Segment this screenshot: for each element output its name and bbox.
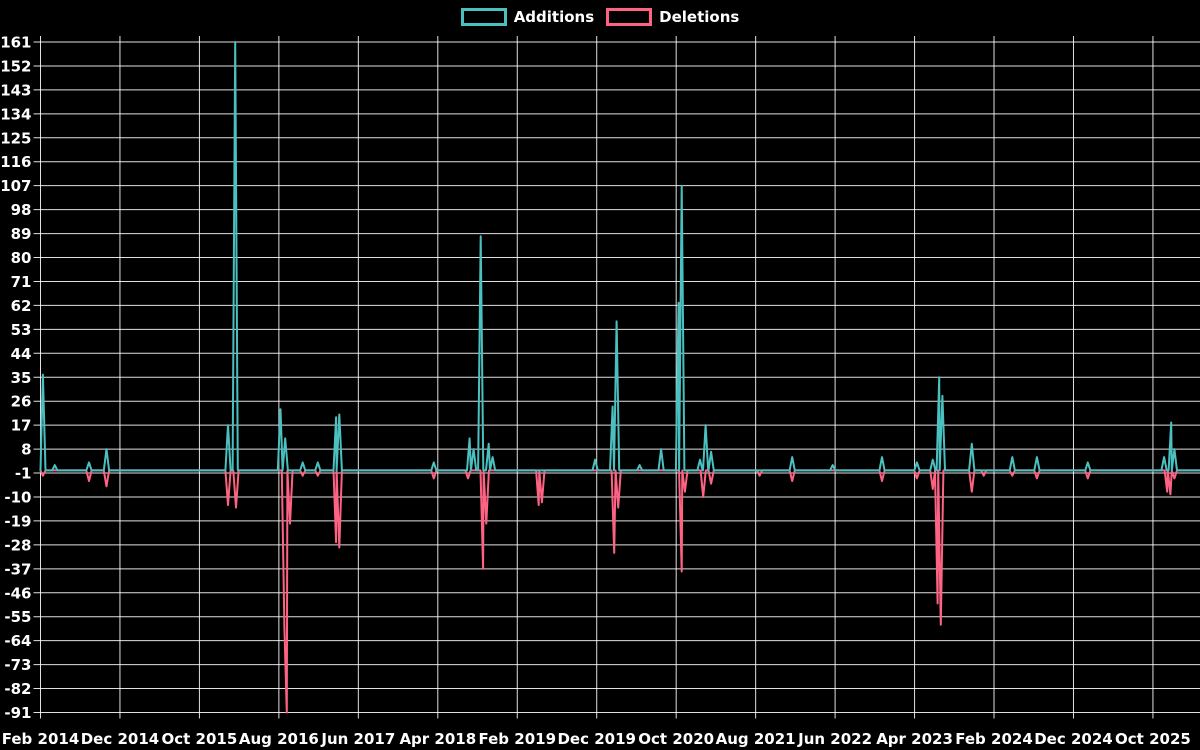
- x-tick-label: Jun 2022: [797, 730, 872, 748]
- y-tick-label: -91: [4, 704, 31, 722]
- deletions-swatch-icon: [606, 8, 653, 26]
- y-tick-label: -37: [4, 560, 31, 578]
- y-tick-label: 89: [11, 225, 32, 243]
- x-tick-label: Oct 2015: [162, 730, 238, 748]
- y-tick-label: 71: [11, 273, 32, 291]
- x-tick-label: Aug 2021: [716, 730, 796, 748]
- legend-item-deletions[interactable]: Deletions: [606, 8, 739, 26]
- x-tick-label: Feb 2019: [478, 730, 556, 748]
- y-tick-label: 134: [0, 105, 31, 123]
- additions-swatch-icon: [460, 8, 507, 26]
- series-line-deletions: [39, 469, 1200, 714]
- y-tick-label: 35: [11, 369, 32, 387]
- y-tick-label: -19: [4, 512, 31, 530]
- x-tick-label: Oct 2025: [1115, 730, 1191, 748]
- y-tick-label: -82: [4, 680, 31, 698]
- y-tick-label: 26: [11, 393, 32, 411]
- chart-legend: Additions Deletions: [0, 8, 1200, 26]
- x-tick-label: Apr 2023: [876, 730, 953, 748]
- y-tick-label: -46: [4, 584, 31, 602]
- y-tick-label: 161: [0, 34, 31, 52]
- y-tick-label: -64: [4, 632, 31, 650]
- y-tick-label: 80: [11, 249, 32, 267]
- legend-item-additions[interactable]: Additions: [460, 8, 595, 26]
- y-tick-label: 98: [11, 201, 32, 219]
- y-tick-label: 107: [0, 177, 31, 195]
- y-tick-label: 143: [0, 81, 31, 99]
- legend-label-deletions: Deletions: [659, 8, 740, 26]
- y-tick-label: 53: [11, 321, 32, 339]
- y-tick-label: 17: [11, 417, 32, 435]
- series-line-additions: [39, 41, 1200, 472]
- y-tick-label: -73: [4, 656, 31, 674]
- x-tick-label: Feb 2014: [2, 730, 80, 748]
- y-tick-label: -10: [4, 488, 31, 506]
- y-tick-label: 8: [21, 441, 31, 459]
- y-tick-label: 152: [0, 57, 31, 75]
- legend-label-additions: Additions: [513, 8, 595, 26]
- x-tick-label: Dec 2019: [557, 730, 636, 748]
- y-tick-label: 116: [0, 153, 31, 171]
- y-tick-label: -1: [15, 465, 32, 483]
- y-tick-label: 62: [11, 297, 32, 315]
- x-tick-label: Dec 2024: [1034, 730, 1113, 748]
- x-tick-label: Oct 2020: [638, 730, 714, 748]
- x-tick-label: Feb 2024: [955, 730, 1033, 748]
- y-tick-label: -55: [4, 608, 31, 626]
- x-tick-label: Jun 2017: [320, 730, 395, 748]
- x-tick-label: Aug 2016: [239, 730, 319, 748]
- y-tick-label: 125: [0, 129, 31, 147]
- x-tick-label: Dec 2014: [81, 730, 160, 748]
- y-tick-label: 44: [11, 345, 32, 363]
- y-tick-label: -28: [4, 536, 31, 554]
- x-tick-label: Apr 2018: [399, 730, 476, 748]
